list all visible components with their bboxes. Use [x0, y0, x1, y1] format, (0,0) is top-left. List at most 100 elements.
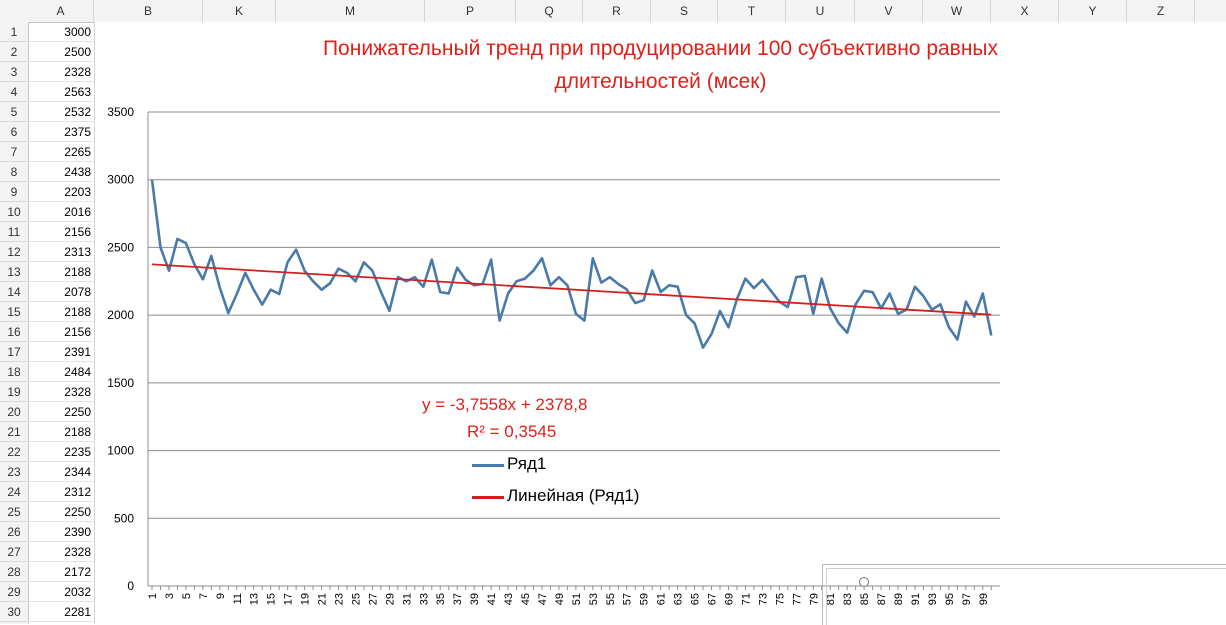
column-header-Y[interactable]: Y	[1059, 0, 1127, 22]
row-header-6[interactable]: 6	[0, 122, 28, 142]
column-header-X[interactable]: X	[991, 0, 1059, 22]
row-header-25[interactable]: 25	[0, 502, 28, 522]
column-header-R[interactable]: R	[583, 0, 651, 22]
row-header-20[interactable]: 20	[0, 402, 28, 422]
resize-handle-icon[interactable]	[859, 577, 869, 587]
cell-a20[interactable]: 2250	[28, 402, 94, 422]
row-header-1[interactable]: 1	[0, 22, 28, 42]
column-header-Q[interactable]: Q	[516, 0, 583, 22]
row-header-14[interactable]: 14	[0, 282, 28, 302]
x-tick-label-67: 67	[707, 593, 719, 605]
cell-a19[interactable]: 2328	[28, 382, 94, 402]
cell-a10[interactable]: 2016	[28, 202, 94, 222]
column-header-V[interactable]: V	[855, 0, 923, 22]
row-header-19[interactable]: 19	[0, 382, 28, 402]
cell-a18[interactable]: 2484	[28, 362, 94, 382]
cell-a8[interactable]: 2438	[28, 162, 94, 182]
row-header-3[interactable]: 3	[0, 62, 28, 82]
cell-a13[interactable]: 2188	[28, 262, 94, 282]
x-tick-label-71: 71	[740, 593, 752, 605]
cell-a11[interactable]: 2156	[28, 222, 94, 242]
row-header-7[interactable]: 7	[0, 142, 28, 162]
x-tick-label-19: 19	[300, 593, 312, 605]
x-tick-label-49: 49	[554, 593, 566, 605]
cell-a2[interactable]: 2500	[28, 42, 94, 62]
cell-a29[interactable]: 2032	[28, 582, 94, 602]
column-header-A[interactable]: A	[28, 0, 94, 22]
cell-a17[interactable]: 2391	[28, 342, 94, 362]
column-header-K[interactable]: K	[203, 0, 276, 22]
cell-a16[interactable]: 2156	[28, 322, 94, 342]
x-tick-label-89: 89	[893, 593, 905, 605]
cell-a12[interactable]: 2313	[28, 242, 94, 262]
row-header-8[interactable]: 8	[0, 162, 28, 182]
row-header-26[interactable]: 26	[0, 522, 28, 542]
cell-a23[interactable]: 2344	[28, 462, 94, 482]
cell-a9[interactable]: 2203	[28, 182, 94, 202]
cell-a4[interactable]: 2563	[28, 82, 94, 102]
row-header-5[interactable]: 5	[0, 102, 28, 122]
x-tick-label-37: 37	[452, 593, 464, 605]
cell-a27[interactable]: 2328	[28, 542, 94, 562]
cell-a26[interactable]: 2390	[28, 522, 94, 542]
x-tick-label-7: 7	[198, 593, 210, 599]
row-header-29[interactable]: 29	[0, 582, 28, 602]
row-header-12[interactable]: 12	[0, 242, 28, 262]
cell-a30[interactable]: 2281	[28, 602, 94, 622]
row-header-10[interactable]: 10	[0, 202, 28, 222]
cell-a14[interactable]: 2078	[28, 282, 94, 302]
cell-a24[interactable]: 2312	[28, 482, 94, 502]
row-header-24[interactable]: 24	[0, 482, 28, 502]
x-tick-label-33: 33	[418, 593, 430, 605]
row-header-4[interactable]: 4	[0, 82, 28, 102]
column-header-S[interactable]: S	[651, 0, 718, 22]
column-header-W[interactable]: W	[923, 0, 991, 22]
column-header-Z[interactable]: Z	[1127, 0, 1195, 22]
x-tick-label-39: 39	[469, 593, 481, 605]
cell-a6[interactable]: 2375	[28, 122, 94, 142]
row-header-30[interactable]: 30	[0, 602, 28, 622]
x-tick-label-69: 69	[723, 593, 735, 605]
x-tick-label-3: 3	[164, 593, 176, 599]
column-header-P[interactable]: P	[425, 0, 516, 22]
x-tick-label-45: 45	[520, 593, 532, 605]
column-header-U[interactable]: U	[786, 0, 855, 22]
column-header-M[interactable]: M	[276, 0, 425, 22]
cell-a7[interactable]: 2265	[28, 142, 94, 162]
row-header-9[interactable]: 9	[0, 182, 28, 202]
row-header-13[interactable]: 13	[0, 262, 28, 282]
cell-a3[interactable]: 2328	[28, 62, 94, 82]
cell-a25[interactable]: 2250	[28, 502, 94, 522]
x-tick-label-47: 47	[537, 593, 549, 605]
cell-a5[interactable]: 2532	[28, 102, 94, 122]
selection-frame[interactable]	[822, 564, 1226, 625]
cell-a28[interactable]: 2172	[28, 562, 94, 582]
trendline-r-squared: R² = 0,3545	[467, 422, 557, 441]
row-header-23[interactable]: 23	[0, 462, 28, 482]
y-tick-label-3000: 3000	[107, 173, 134, 187]
row-header-2[interactable]: 2	[0, 42, 28, 62]
row-header-27[interactable]: 27	[0, 542, 28, 562]
x-tick-label-51: 51	[571, 593, 583, 605]
x-tick-label-5: 5	[181, 593, 193, 599]
chart-area[interactable]: 0 500 1000 1500 2000 2500 3000 3500 1 3 5 7 9 11 13 15 1…	[95, 22, 1226, 624]
series-line-ryad1	[150, 179, 993, 349]
column-header-B[interactable]: B	[94, 0, 203, 22]
row-header-16[interactable]: 16	[0, 322, 28, 342]
y-tick-label-3500: 3500	[107, 105, 134, 119]
row-header-17[interactable]: 17	[0, 342, 28, 362]
row-header-18[interactable]: 18	[0, 362, 28, 382]
cell-a1[interactable]: 3000	[28, 22, 94, 42]
x-tick-label-87: 87	[876, 593, 888, 605]
cell-a22[interactable]: 2235	[28, 442, 94, 462]
column-header-T[interactable]: T	[718, 0, 786, 22]
chart-title-line-2: длительностей (мсек)	[554, 70, 767, 93]
row-header-28[interactable]: 28	[0, 562, 28, 582]
row-header-22[interactable]: 22	[0, 442, 28, 462]
cell-a15[interactable]: 2188	[28, 302, 94, 322]
row-header-11[interactable]: 11	[0, 222, 28, 242]
row-header-15[interactable]: 15	[0, 302, 28, 322]
row-header-21[interactable]: 21	[0, 422, 28, 442]
cell-a21[interactable]: 2188	[28, 422, 94, 442]
